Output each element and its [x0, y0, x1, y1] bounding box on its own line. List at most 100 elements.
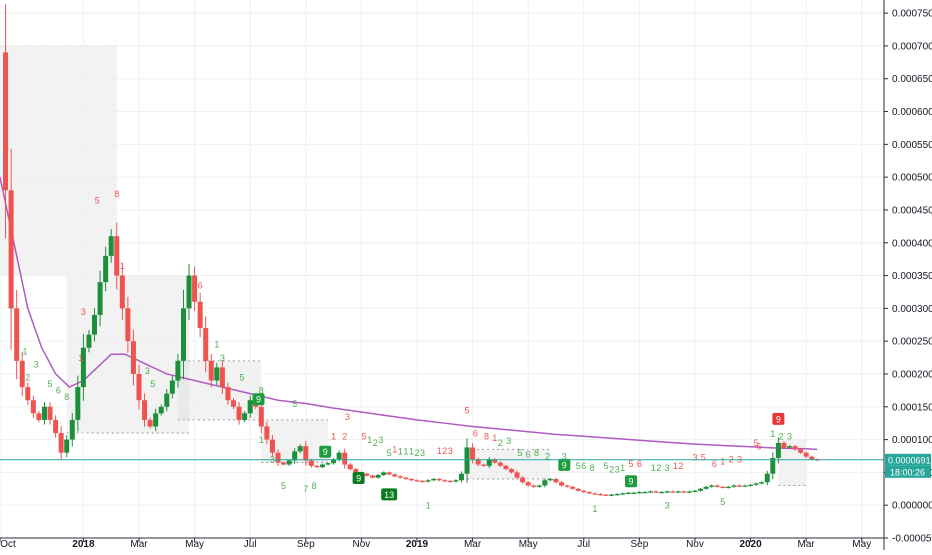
setup-count-label: 3 — [220, 353, 225, 363]
candle-down — [714, 485, 720, 487]
candle-up — [748, 484, 754, 487]
setup-count-label: 1 — [398, 447, 403, 457]
candle-down — [275, 452, 281, 463]
setup-count-label: 8 — [484, 432, 489, 442]
setup-count-label: 2 — [414, 448, 419, 458]
setup-count-label: 5 — [281, 481, 286, 491]
setup-count-label: 3 — [420, 448, 425, 458]
candle-up — [331, 459, 337, 464]
setup-count-label: 3 — [562, 451, 567, 461]
candle-down — [236, 406, 242, 420]
candle-down — [392, 474, 398, 477]
candle-down — [353, 469, 359, 473]
candle-down — [514, 472, 520, 478]
time-tick-label: Mar — [130, 539, 148, 550]
setup-count-label: 6 — [526, 449, 531, 459]
candle-up — [92, 314, 98, 335]
candle-down — [364, 473, 370, 476]
candle-down — [30, 400, 36, 414]
candle-up — [292, 451, 298, 461]
time-tick-label: Nov — [686, 539, 704, 550]
setup-count-label: 1 — [367, 435, 372, 445]
candle-up — [458, 473, 464, 481]
candle-down — [308, 460, 314, 466]
candle-down — [559, 482, 565, 486]
candle-up — [336, 452, 342, 460]
candle-up — [319, 464, 325, 468]
candle-down — [314, 465, 320, 468]
candle-down — [58, 433, 64, 453]
candle-down — [192, 275, 198, 302]
time-tick-label: Jul — [577, 539, 590, 550]
setup-count-label: 5 — [150, 379, 155, 389]
time-tick-label: Mar — [464, 539, 482, 550]
setup-badge-label: 9 — [562, 460, 567, 470]
candle-up — [786, 446, 792, 448]
candle-up — [486, 459, 492, 466]
candle-down — [47, 406, 53, 420]
setup-badge — [319, 445, 332, 458]
candle-down — [203, 328, 209, 361]
setup-count-label: 1 — [426, 500, 431, 510]
setup-count-label: 3 — [81, 307, 86, 317]
candle-up — [97, 282, 103, 315]
candle-down — [53, 419, 59, 434]
time-tick-label: Oct — [0, 539, 16, 550]
support-band — [0, 45, 117, 276]
current-price-value: 0.00006919 — [888, 455, 932, 465]
candle-up — [636, 492, 642, 494]
candle-up — [620, 493, 626, 495]
setup-badge — [558, 458, 571, 471]
time-tick-label: 2018 — [72, 539, 95, 550]
candle-up — [675, 491, 681, 493]
candle-down — [408, 478, 414, 481]
setup-badge-label: 13 — [384, 490, 394, 500]
price-tick-label: 0.00045000 — [892, 205, 932, 216]
price-tick-label: 0.00055000 — [892, 140, 932, 151]
candle-down — [397, 476, 403, 478]
candle-up — [770, 457, 776, 474]
candle-up — [375, 475, 381, 478]
setup-count-label: 2 — [656, 463, 661, 473]
setup-count-label: 2 — [779, 432, 784, 442]
candle-down — [130, 341, 136, 374]
candle-up — [297, 446, 303, 452]
time-tick-label: Jul — [244, 539, 257, 550]
time-tick-label: Nov — [352, 539, 370, 550]
candle-up — [692, 490, 698, 492]
setup-count-label: 8 — [114, 189, 119, 199]
candle-down — [570, 486, 576, 489]
price-tick-label: 0.00035000 — [892, 271, 932, 282]
price-tick-label: 0.00015000 — [892, 402, 932, 413]
grid — [0, 0, 884, 539]
setup-count-label: 6 — [712, 459, 717, 469]
candle-up — [631, 492, 637, 494]
candle-down — [481, 464, 487, 466]
time-tick-label: Sep — [297, 539, 315, 550]
setup-count-label: 5 — [192, 274, 197, 284]
candle-up — [659, 492, 665, 494]
setup-badge — [772, 412, 785, 425]
setup-count-label: 5 — [362, 432, 367, 442]
setup-count-label: 1 — [78, 353, 83, 363]
candle-down — [470, 447, 476, 460]
candle-down — [503, 465, 509, 470]
candle-down — [475, 459, 481, 465]
price-tick-label: 0.00020000 — [892, 369, 932, 380]
candle-up — [381, 472, 387, 476]
candle-up — [709, 485, 715, 487]
candle-down — [597, 494, 603, 496]
candle-down — [264, 426, 270, 440]
price-tick-label: 0.00000000 — [892, 501, 932, 512]
candle-down — [447, 480, 453, 483]
setup-count-label: 8 — [312, 481, 317, 491]
candle-down — [809, 456, 815, 460]
candle-up — [164, 393, 170, 407]
candle-up — [764, 473, 770, 483]
candle-up — [625, 492, 631, 494]
candle-down — [258, 406, 264, 427]
setup-count-label: 5 — [292, 399, 297, 409]
candle-up — [80, 347, 86, 388]
